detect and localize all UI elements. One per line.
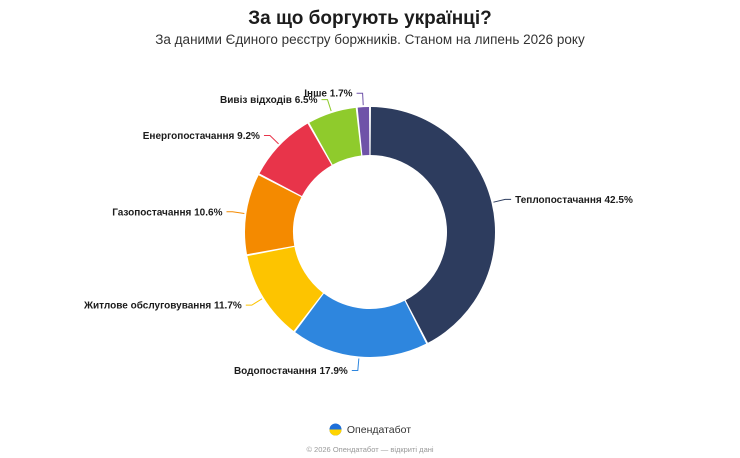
slice-label-4: Енергопостачання 9.2%	[143, 131, 260, 142]
chart-subtitle: За даними Єдиного реєстру боржників. Ста…	[155, 32, 585, 47]
leader-line-1	[351, 358, 360, 371]
leader-line-0	[493, 198, 512, 203]
leader-line-4	[263, 135, 279, 145]
slice-4[interactable]	[259, 123, 332, 196]
copyright: © 2026 Опендатабот — відкриті дані	[306, 445, 434, 454]
slice-1[interactable]	[295, 293, 427, 358]
slice-label-1: Водопостачання 17.9%	[234, 366, 348, 377]
leader-line-6	[356, 92, 364, 106]
slice-0[interactable]	[370, 107, 496, 343]
slice-5[interactable]	[309, 107, 362, 165]
slice-2[interactable]	[247, 246, 323, 331]
slice-label-6: Інше 1.7%	[304, 89, 352, 100]
chart-title: За що боргують українці?	[248, 8, 492, 29]
leader-line-3	[226, 211, 245, 215]
slice-label-5: Вивіз відходів 6.5%	[220, 95, 318, 106]
slice-label-2: Житлове обслуговування 11.7%	[83, 300, 242, 312]
slice-label-3: Газопостачання 10.6%	[112, 207, 222, 218]
brand-name: Опендатабот	[346, 423, 412, 436]
slice-3[interactable]	[244, 175, 302, 255]
leader-line-2	[245, 298, 263, 306]
slice-label-0: Теплопостачання 42.5%	[515, 195, 633, 206]
leader-line-5	[321, 99, 332, 112]
brand: Опендатабот	[0, 423, 740, 436]
opendatabot-logo-icon	[329, 423, 342, 436]
slice-6[interactable]	[357, 107, 370, 156]
